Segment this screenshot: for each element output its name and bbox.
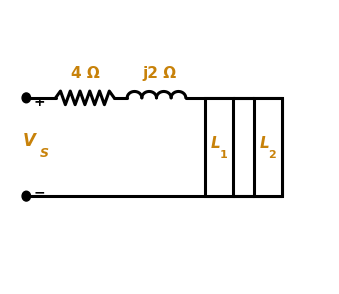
Circle shape: [22, 191, 31, 201]
Text: V: V: [23, 132, 36, 150]
Text: 4 Ω: 4 Ω: [71, 66, 99, 81]
Text: −: −: [34, 185, 45, 199]
Text: L: L: [260, 136, 270, 151]
Text: j2 Ω: j2 Ω: [143, 66, 177, 81]
Text: +: +: [34, 95, 45, 109]
Text: L: L: [211, 136, 221, 151]
Text: 2: 2: [268, 150, 276, 160]
Bar: [205, 98, 233, 196]
Text: 1: 1: [220, 150, 227, 160]
Bar: [254, 98, 282, 196]
Text: S: S: [40, 147, 49, 160]
Circle shape: [22, 93, 31, 103]
